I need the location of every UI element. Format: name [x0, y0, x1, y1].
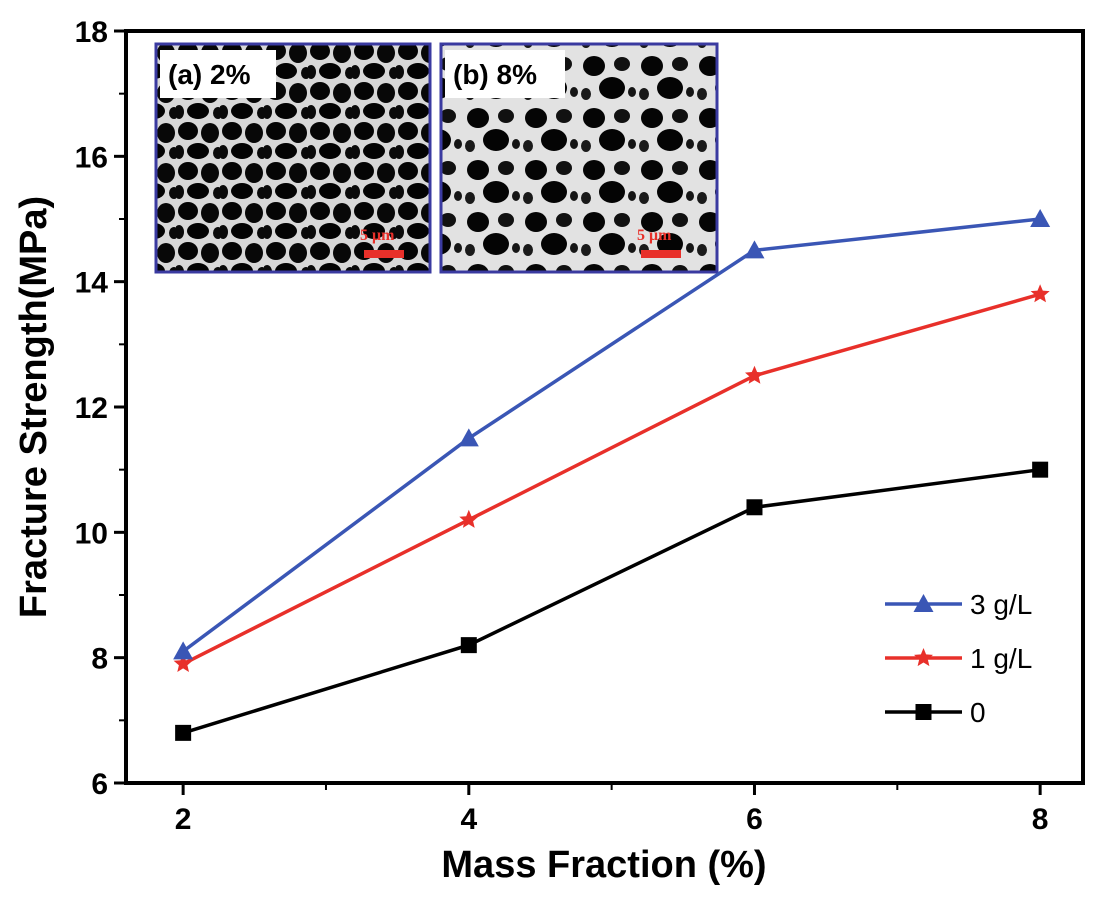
- y-tick-label: 18: [75, 16, 108, 49]
- data-point: [1032, 461, 1049, 478]
- y-tick-label: 6: [91, 768, 108, 801]
- y-tick-label: 14: [75, 267, 109, 300]
- legend-marker: [915, 704, 932, 720]
- data-point: [746, 499, 763, 516]
- y-tick-label: 8: [91, 643, 108, 676]
- series-line: [182, 217, 1041, 653]
- inset-a-label: (a) 2%: [168, 59, 251, 90]
- data-point: [173, 641, 194, 660]
- inset-micrograph-2pct: (a) 2% 5 μm: [154, 42, 432, 274]
- legend-label: 0: [970, 697, 986, 728]
- data-point: [173, 653, 193, 672]
- legend-marker: [913, 594, 934, 612]
- legend-label: 3 g/L: [970, 589, 1032, 620]
- series-square: [175, 461, 1049, 741]
- data-point: [1030, 209, 1051, 227]
- x-tick-label: 6: [746, 803, 763, 836]
- legend-entry: 0: [885, 697, 986, 728]
- data-point: [459, 509, 479, 528]
- x-tick-label: 8: [1032, 803, 1049, 836]
- data-point: [458, 428, 479, 447]
- series-line: [182, 467, 1041, 735]
- data-point: [744, 240, 765, 259]
- inset-micrograph-8pct: (b) 8% 5 μm: [439, 42, 719, 274]
- series-line: [182, 292, 1041, 666]
- inset-a-label-bg: [160, 50, 276, 98]
- x-tick-label: 4: [460, 803, 477, 836]
- inset-a-scale-bar: [364, 250, 404, 258]
- axes: 6 8 10 12 14 16 18 2 4 6 8: [75, 16, 1085, 836]
- y-tick-label: 12: [75, 392, 108, 425]
- inset-b-scale-bar: [641, 250, 681, 258]
- inset-a-scale-text: 5 μm: [360, 227, 395, 244]
- inset-b-scale-text: 5 μm: [637, 227, 672, 244]
- inset-b-label-bg: [445, 50, 565, 98]
- legend-entry: 3 g/L: [885, 589, 1032, 620]
- data-point: [1030, 284, 1050, 303]
- series-star: [173, 284, 1050, 672]
- data-point: [460, 637, 477, 654]
- inset-a-border: [154, 42, 432, 274]
- y-axis-title: Fracture Strength(MPa): [13, 196, 55, 618]
- inset-b-border: [439, 42, 719, 274]
- data-point: [175, 724, 192, 741]
- data-point: [745, 365, 764, 384]
- inset-b-label: (b) 8%: [453, 59, 537, 90]
- series-layer: [173, 209, 1051, 741]
- y-tick-label: 16: [75, 141, 108, 174]
- x-tick-label: 2: [175, 803, 192, 836]
- x-axis-title: Mass Fraction (%): [441, 844, 766, 886]
- legend-entry: 1 g/L: [885, 643, 1032, 674]
- y-tick-label: 10: [75, 517, 108, 550]
- series-triangle: [173, 209, 1051, 660]
- legend-label: 1 g/L: [970, 643, 1032, 674]
- legend: 3 g/L 1 g/L 0: [885, 589, 1032, 728]
- legend-marker: [914, 648, 933, 667]
